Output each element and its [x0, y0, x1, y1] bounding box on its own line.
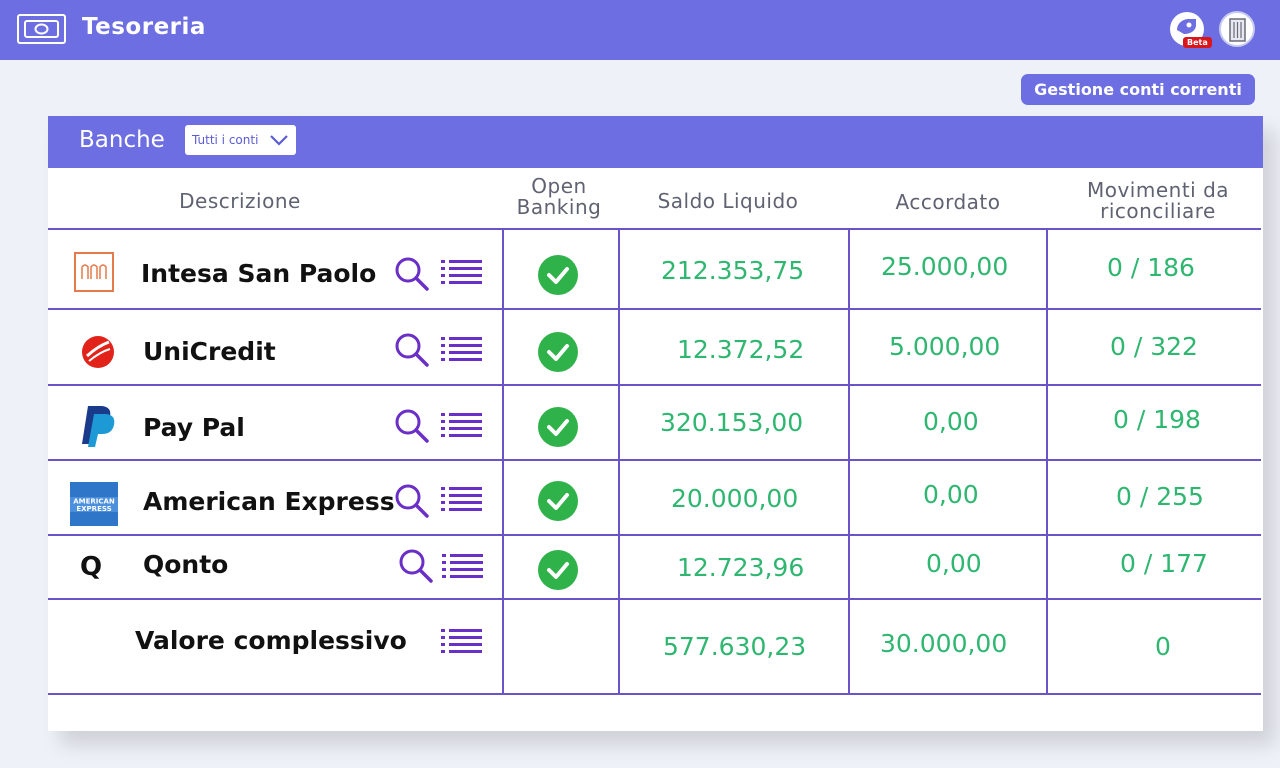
banks-panel: Banche Tutti i conti Descrizione Open Ba… [48, 116, 1263, 731]
movements-value: 0 / 186 [1107, 253, 1195, 282]
movements-value: 0 / 198 [1113, 405, 1201, 434]
granted-value: 0,00 [923, 480, 979, 509]
column-divider [618, 229, 620, 694]
search-icon[interactable] [397, 547, 435, 585]
beta-feature-icon [1177, 19, 1196, 34]
unicredit-logo [82, 336, 114, 368]
granted-value: 0,00 [923, 407, 979, 436]
total-granted-value: 30.000,00 [880, 629, 1008, 658]
column-header-description: Descrizione [179, 189, 301, 213]
table-bottom-line [48, 693, 1261, 695]
granted-value: 0,00 [926, 549, 982, 578]
list-icon[interactable] [440, 411, 483, 441]
qonto-logo: Q [80, 552, 103, 582]
amex-logo-text-line1: AMERICAN [73, 498, 115, 506]
list-icon[interactable] [440, 335, 483, 365]
balance-value: 320.153,00 [660, 408, 804, 437]
column-header-open-banking: Open Banking [504, 176, 614, 218]
panel-header: Banche Tutti i conti [48, 116, 1263, 168]
total-balance-value: 577.630,23 [663, 632, 807, 661]
beta-feature-button[interactable]: Beta [1170, 12, 1212, 48]
top-bar: Tesoreria Beta [0, 0, 1280, 60]
column-divider [502, 229, 504, 694]
list-icon[interactable] [440, 258, 483, 288]
bank-name: UniCredit [143, 337, 276, 366]
table-row: Intesa San Paolo 212.353,75 25.000,00 0 … [48, 230, 1263, 308]
column-divider [848, 228, 850, 693]
row-divider [48, 308, 1261, 310]
table-row: UniCredit 12.372,52 5.000,00 0 / 322 [48, 310, 1263, 384]
company-button[interactable] [1219, 11, 1255, 47]
bank-name: Qonto [143, 550, 229, 579]
table-header-divider [48, 228, 1261, 230]
money-icon [17, 14, 66, 44]
column-header-movements-line1: Movimenti da [1086, 178, 1230, 202]
paypal-logo [82, 406, 115, 447]
chevron-down-icon [270, 135, 288, 146]
search-icon[interactable] [393, 482, 431, 520]
search-icon[interactable] [393, 407, 431, 445]
bank-name: Pay Pal [143, 413, 245, 442]
movements-value: 0 / 322 [1110, 332, 1198, 361]
open-banking-check-icon [538, 332, 578, 372]
accounts-filter-select[interactable]: Tutti i conti [185, 125, 296, 155]
column-divider [1046, 229, 1048, 694]
column-header-open-banking-line1: Open [531, 174, 587, 198]
row-divider [48, 598, 1261, 600]
list-icon[interactable] [441, 552, 484, 582]
movements-value: 0 / 255 [1116, 482, 1204, 511]
column-header-movements-line2: riconciliare [1100, 199, 1216, 223]
balance-value: 212.353,75 [661, 256, 805, 285]
row-divider [48, 534, 1261, 536]
movements-value: 0 / 177 [1120, 549, 1208, 578]
bank-name: Intesa San Paolo [141, 259, 377, 288]
manage-accounts-button[interactable]: Gestione conti correnti [1021, 74, 1255, 105]
row-divider [48, 459, 1261, 461]
open-banking-check-icon [538, 255, 578, 295]
column-header-balance: Saldo Liquido [657, 189, 799, 213]
building-icon [1229, 18, 1246, 42]
search-icon[interactable] [393, 255, 431, 293]
search-icon[interactable] [393, 331, 431, 369]
bank-name: American Express [143, 487, 395, 516]
total-movements-value: 0 [1155, 632, 1171, 661]
balance-value: 12.723,96 [677, 553, 805, 582]
balance-value: 12.372,52 [677, 335, 805, 364]
column-header-movements: Movimenti da riconciliare [1058, 180, 1258, 222]
total-row: Valore complessivo 577.630,23 30.000,00 … [48, 600, 1263, 693]
balance-value: 20.000,00 [671, 484, 799, 513]
table-row: AMERICAN EXPRESS American Express 20.000… [48, 461, 1263, 534]
amex-logo-text-line2: EXPRESS [76, 505, 111, 513]
granted-value: 5.000,00 [889, 332, 1001, 361]
table-row: Q Qonto 12.723,96 0,00 0 / 177 [48, 536, 1263, 598]
table-row: Pay Pal 320.153,00 0,00 0 / 198 [48, 386, 1263, 459]
open-banking-check-icon [538, 407, 578, 447]
granted-value: 25.000,00 [881, 252, 1009, 281]
beta-badge: Beta [1183, 37, 1212, 48]
column-header-open-banking-line2: Banking [516, 195, 602, 219]
panel-title: Banche [79, 127, 165, 153]
list-icon[interactable] [440, 627, 483, 657]
filter-value: Tutti i conti [192, 133, 259, 147]
list-icon[interactable] [440, 485, 483, 515]
amex-logo: AMERICAN EXPRESS [70, 482, 118, 526]
intesa-logo [74, 252, 114, 292]
column-header-granted: Accordato [895, 190, 1001, 214]
open-banking-check-icon [538, 550, 578, 590]
open-banking-check-icon [538, 481, 578, 521]
total-label: Valore complessivo [135, 626, 407, 655]
app-title: Tesoreria [82, 14, 206, 40]
row-divider [48, 384, 1261, 386]
